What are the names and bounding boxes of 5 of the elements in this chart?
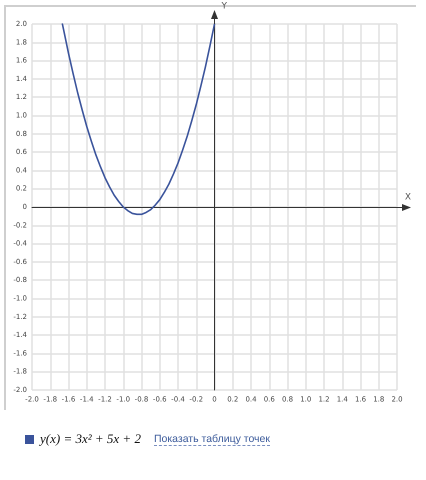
y-axis-title: Y: [220, 2, 228, 12]
text: Показать таблицу точек: [154, 432, 270, 446]
line-series: [62, 23, 216, 216]
legend-label: y(x) = 3x² + 5x + 2: [40, 431, 141, 447]
x-axis-title: X: [404, 192, 412, 202]
